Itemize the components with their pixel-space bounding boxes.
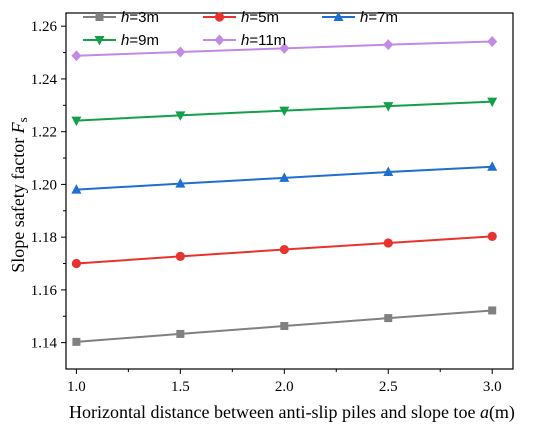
data-point [279,244,289,255]
data-point [384,314,393,323]
legend-label: h=3m [121,9,159,26]
legend-marker [214,34,225,46]
x-axis: 1.0 1.5 2.0 2.5 3.0 [67,369,502,395]
y-tick-label: 1.24 [31,72,58,88]
legend-name: =3m [129,9,159,26]
legend-name: =7m [368,9,398,26]
y-tick-label: 1.22 [31,125,57,141]
y-axis-title-text: Slope safety factor [8,133,28,272]
data-point [71,258,81,269]
data-point [72,337,81,346]
data-point [175,111,186,121]
x-tick-label: 3.0 [483,379,502,395]
y-tick-label: 1.14 [31,336,58,352]
series-h3m [72,306,497,346]
y-tick-label: 1.20 [31,177,57,193]
legend-label: h=5m [241,9,279,26]
legend-marker [214,12,225,22]
legend-var: h [360,9,368,26]
legend-name: =5m [249,9,279,26]
data-point [71,50,82,62]
x-axis-title-var: a [480,402,489,422]
data-point [487,161,498,171]
data-point [175,178,186,188]
legend-var: h [241,9,249,26]
data-point [383,238,393,248]
data-point [488,306,497,315]
legend-marker [95,13,104,21]
legend-marker [333,11,344,21]
x-tick-label: 1.5 [171,379,190,395]
x-tick-label: 2.5 [379,379,398,395]
data-point [71,116,82,127]
legend-marker [94,36,105,46]
data-point [383,39,394,51]
legend-item: h=3m [83,9,159,26]
data-point [175,251,185,261]
data-point [280,322,289,331]
data-point [487,97,498,108]
y-axis: 1.14 1.16 1.18 1.20 1.22 1.24 1.26 [31,19,66,352]
data-point [487,35,498,47]
legend-name: =11m [249,32,286,49]
data-point [279,42,290,54]
data-point [487,231,497,241]
y-tick-label: 1.16 [31,283,58,299]
x-axis-title-unit: (m) [489,402,515,423]
data-point [176,329,185,338]
y-tick-label: 1.26 [31,19,58,35]
legend-item: h=5m [203,9,279,26]
y-axis-title-var: F [8,121,28,134]
legend-item: h=11m [203,32,286,49]
data-point [279,172,290,182]
legend-item: h=7m [322,9,398,26]
series-h9m [71,97,498,127]
series-h7m [71,161,498,194]
x-tick-label: 2.0 [275,379,294,395]
legend-label: h=7m [360,9,398,26]
data-point [383,166,394,177]
legend-var: h [241,32,249,49]
legend-var: h [121,9,129,26]
x-tick-label: 1.0 [67,379,86,395]
data-point [71,184,82,194]
y-axis-title: Slope safety factor Fs [8,117,30,273]
x-axis-title: Horizontal distance between anti-slip pi… [69,402,515,423]
series-layer [71,35,498,346]
y-axis-title-sub: s [15,117,30,122]
series-h11m [71,35,498,62]
data-point [175,46,186,58]
x-axis-title-text: Horizontal distance between anti-slip pi… [69,402,480,422]
legend-var: h [121,32,129,49]
series-h5m [71,231,497,269]
legend-name: =9m [129,32,159,49]
legend-label: h=11m [241,32,286,49]
legend-item: h=9m [83,32,159,49]
legend-label: h=9m [121,32,159,49]
data-point [383,102,394,112]
data-point [279,106,290,117]
legend: h=3m h=5m h=7mh=9m h=11m [83,9,398,49]
y-tick-label: 1.18 [31,230,57,246]
plot-frame [65,12,514,370]
